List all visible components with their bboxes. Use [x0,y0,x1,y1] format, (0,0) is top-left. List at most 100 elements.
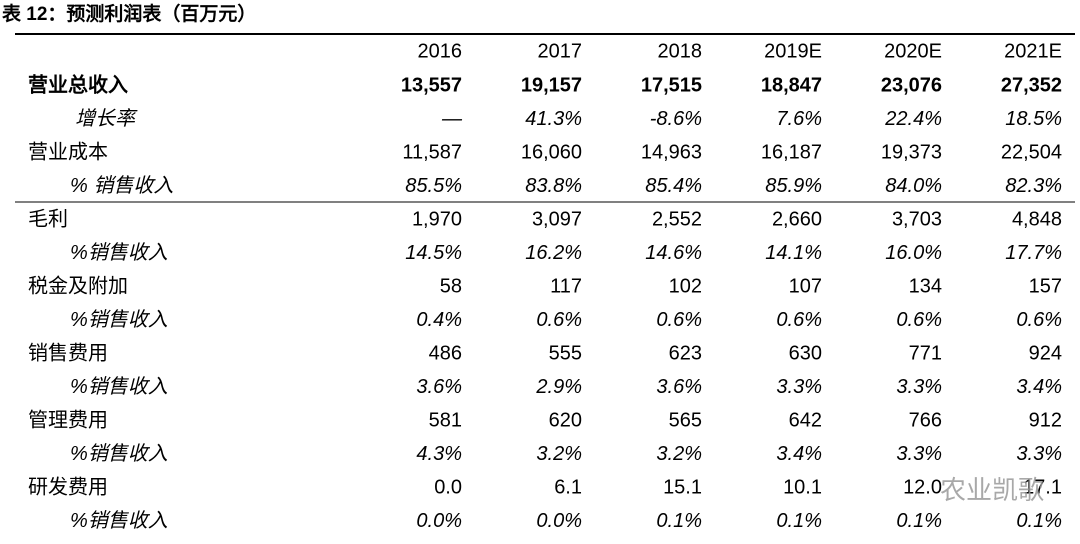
cell: 0.1% [656,510,702,532]
cell: 924 [1029,342,1062,364]
cell: 19,157 [521,74,582,96]
row-label: %销售收入 [70,309,168,331]
cell: 16.0% [885,242,942,264]
cell: 0.4% [416,309,462,331]
cell: 15.1 [663,476,702,498]
cell: 102 [669,275,702,297]
row-label: 税金及附加 [28,274,128,297]
cell: 4,848 [1012,208,1062,230]
table: 2016 2017 2018 2019E 2020E 2021E 营业总收入 13,557 19… [28,40,1062,532]
cell: 18.5% [1005,108,1062,130]
cell: 22.4% [884,108,942,130]
cell: 0.1% [776,510,822,532]
cell: 642 [789,409,822,431]
cell: 16,187 [761,141,822,163]
cell: 581 [429,409,462,431]
cell: 555 [549,342,582,364]
cell: 0.0 [434,476,462,498]
cell: 565 [669,409,702,431]
cell: 117 [550,275,582,297]
cell: 1,970 [412,208,462,230]
cell: 14.6% [645,242,702,264]
cell: 19,373 [881,141,942,163]
cell: 17,515 [641,74,702,96]
cell: 22,504 [1001,141,1062,163]
cell: 3.3% [776,376,822,398]
cell: 0.6% [656,309,702,331]
cell: 157 [1029,275,1062,297]
cell: 3,703 [892,208,942,230]
cell: 0.0% [536,510,582,532]
column-header: 2018 [658,40,703,62]
cell: 41.3% [525,108,582,130]
cell: 14,963 [641,141,702,163]
cell: 10.1 [783,476,822,498]
cell: 0.6% [1016,309,1062,331]
watermark: 农业凯歌 [940,475,1044,505]
cell: 85.9% [765,175,822,197]
cell: 912 [1029,409,1062,431]
cell: 623 [669,342,702,364]
cell: 84.0% [885,175,942,197]
cell: 0.6% [536,309,582,331]
cell: 82.3% [1005,175,1062,197]
column-header: 2019E [764,40,822,62]
cell: 14.1% [765,242,822,264]
row-label: 管理费用 [28,408,108,431]
cell: 6.1 [554,476,582,498]
cell: 16,060 [521,141,582,163]
cell: 11,587 [402,141,462,163]
cell: 13,557 [401,74,462,96]
cell: 0.6% [896,309,942,331]
row-label: %销售收入 [70,376,168,398]
cell: 4.3% [416,443,462,465]
cell: 134 [909,275,942,297]
cell: 12.0 [903,476,942,498]
cell: 766 [909,409,942,431]
cell: 3.3% [896,443,942,465]
cell: 3.6% [416,376,462,398]
cell: 3.2% [656,443,702,465]
row-label: 增长率 [75,108,138,130]
cell: 83.8% [525,175,582,197]
cell: 0.1% [1016,510,1062,532]
cell: 3.4% [1016,376,1062,398]
cell: — [441,108,463,130]
cell: 771 [909,342,942,364]
cell: 630 [789,342,822,364]
cell: 17.7% [1005,242,1062,264]
row-label: %销售收入 [70,443,168,465]
cell: 3.2% [536,443,582,465]
row-label: %销售收入 [70,242,168,264]
cell: 14.5% [405,242,462,264]
column-header: 2021E [1004,40,1062,62]
cell: 17.1 [1023,476,1062,498]
cell: 58 [440,275,462,297]
row-label: 毛利 [28,207,68,230]
row-label: 营业成本 [28,140,108,163]
row-label: %销售收入 [70,510,168,532]
cell: 3.3% [896,376,942,398]
row-label: 营业总收入 [28,72,128,96]
cell: 2,552 [652,208,702,230]
cell: 3,097 [532,208,582,230]
cell: 2,660 [772,208,822,230]
cell: 2.9% [535,376,582,398]
cell: 0.1% [896,510,942,532]
cell: 7.6% [776,108,822,130]
cell: -8.6% [650,108,702,130]
cell: 3.3% [1016,443,1062,465]
cell: 107 [789,275,822,297]
cell: 85.5% [405,175,462,197]
cell: 0.6% [776,309,822,331]
cell: 85.4% [645,175,702,197]
column-header: 2016 [418,40,463,62]
cell: 27,352 [1001,74,1062,96]
cell: 0.0% [416,510,462,532]
row-label: % 销售收入 [70,175,173,197]
cell: 3.6% [656,376,702,398]
cell: 18,847 [761,74,822,96]
cell: 486 [429,342,462,364]
row-label: 研发费用 [28,475,108,498]
table-title: 表 12：预测利润表（百万元） [2,2,256,25]
